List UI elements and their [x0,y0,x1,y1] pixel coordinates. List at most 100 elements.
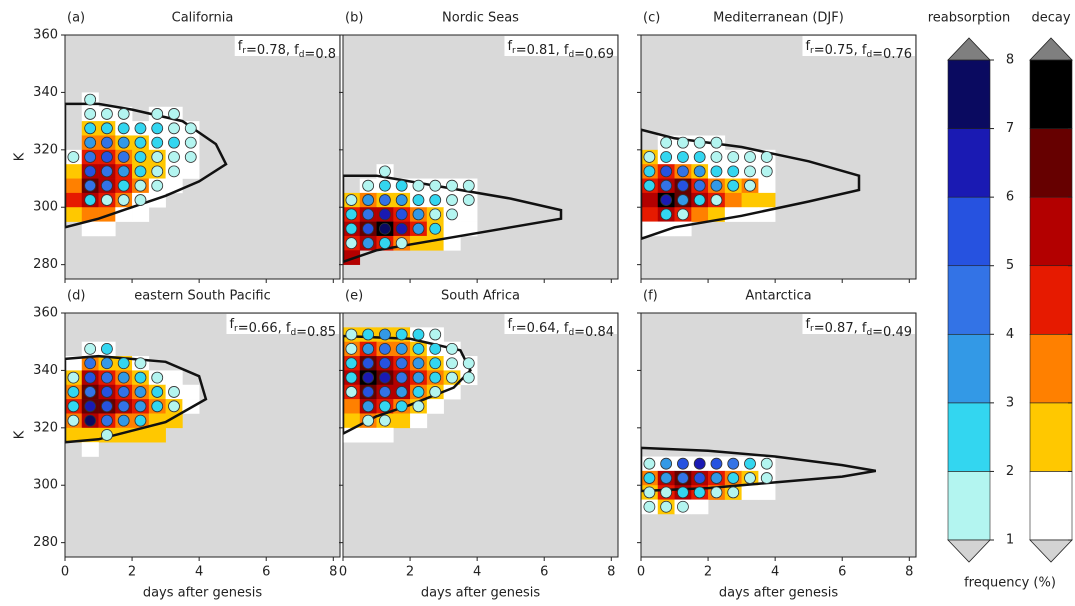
reabsorption-marker [744,151,756,163]
plot-frame [64,34,341,280]
reabsorption-marker [660,165,673,178]
reabsorption-marker [379,328,391,341]
panel-title: California [172,11,234,26]
reabsorption-marker [379,357,391,370]
reabsorption-marker [446,371,458,384]
y-tick-label: 280 [33,535,58,550]
x-axis-label: days after genesis [719,586,839,601]
decay-cell [641,207,659,222]
reabsorption-marker [677,208,689,221]
reabsorption-marker [660,136,673,149]
reabsorption-marker [168,108,180,120]
x-tick-label: 2 [704,565,712,580]
plot-area [641,128,861,241]
colorbar-extend-under [1029,539,1073,563]
decay-cell [132,207,150,222]
x-tick-label: 6 [540,565,548,580]
reabsorption-marker [84,342,97,355]
reabsorption-marker [429,328,442,341]
reabsorption-marker [134,386,147,398]
reabsorption-marker [362,222,375,235]
plot-area [65,341,208,457]
reabsorption-marker [446,194,458,206]
decay-cell [376,427,394,443]
reabsorption-marker [101,151,113,163]
reabsorption-marker [101,342,113,355]
reabsorption-marker [84,136,97,149]
decay-cell [460,207,478,222]
decay-cell [343,413,361,429]
reabsorption-marker [117,122,130,135]
reabsorption-marker [677,457,689,470]
decay-cell [758,485,776,500]
reabsorption-marker [677,472,689,484]
colorbar-name: reabsorption [928,11,1011,26]
colorbar-segment [947,333,991,404]
plot-area [65,92,228,237]
panel-letter: (d) [67,289,85,304]
decay-cell [98,221,116,237]
colorbar-segment [1029,128,1073,198]
y-tick-label: 320 [33,420,58,435]
reabsorption-marker [151,108,164,120]
y-tick-label: 340 [33,85,58,100]
reabsorption-marker [727,151,740,163]
stats-annotation: fr=0.64, fd=0.84 [507,317,614,340]
reabsorption-marker [67,400,80,413]
reabsorption-marker [395,208,408,221]
colorbar-extend-over [947,37,991,61]
reabsorption-marker [362,371,375,384]
x-tick-label: 6 [838,565,846,580]
decay-cell [65,178,83,194]
stats-annotation: fr=0.78, fd=0.8 [238,39,336,62]
reabsorption-marker [693,151,706,163]
annotation-background [504,36,617,56]
contour-line [343,174,563,264]
plot-frame [640,34,917,280]
reabsorption-marker [395,328,408,341]
reabsorption-marker [101,194,113,206]
reabsorption-marker [379,414,391,427]
reabsorption-marker [760,165,773,178]
reabsorption-marker [84,108,97,120]
reabsorption-marker [660,457,673,470]
decay-cell [81,442,99,457]
reabsorption-marker [168,151,180,163]
decay-cell [426,399,444,414]
reabsorption-marker [345,237,358,250]
colorbar-tick-label: 2 [1006,464,1014,479]
reabsorption-marker [429,357,442,370]
reabsorption-marker [395,237,408,250]
reabsorption-marker [643,179,656,192]
reabsorption-marker [117,194,130,206]
x-tick-label: 2 [406,565,414,580]
reabsorption-marker [446,208,458,221]
reabsorption-marker [134,165,147,178]
reabsorption-marker [345,357,358,370]
x-tick-label: 8 [905,565,913,580]
reabsorption-marker [429,222,442,235]
reabsorption-marker [727,486,740,499]
reabsorption-marker [117,400,130,413]
reabsorption-marker [101,400,113,413]
reabsorption-marker [101,386,113,398]
colorbar-segment [947,402,991,472]
y-axis-label: K [13,430,28,439]
reabsorption-marker [101,179,113,192]
reabsorption-marker [101,108,113,120]
y-tick-label: 360 [33,28,58,43]
decay-cell [359,427,377,443]
decay-cell [741,485,759,500]
reabsorption-marker [345,222,358,235]
reabsorption-marker [84,400,97,413]
reabsorption-marker [395,179,408,192]
colorbar-tick-label: 5 [1006,258,1014,273]
reabsorption-marker [168,136,180,149]
decay-cell [691,207,709,222]
reabsorption-marker [462,194,475,206]
colorbar-tick-label: 1 [1006,533,1014,548]
reabsorption-marker [134,414,147,427]
y-tick-label: 360 [33,306,58,321]
reabsorption-marker [134,371,147,384]
plot-frame [342,312,619,558]
